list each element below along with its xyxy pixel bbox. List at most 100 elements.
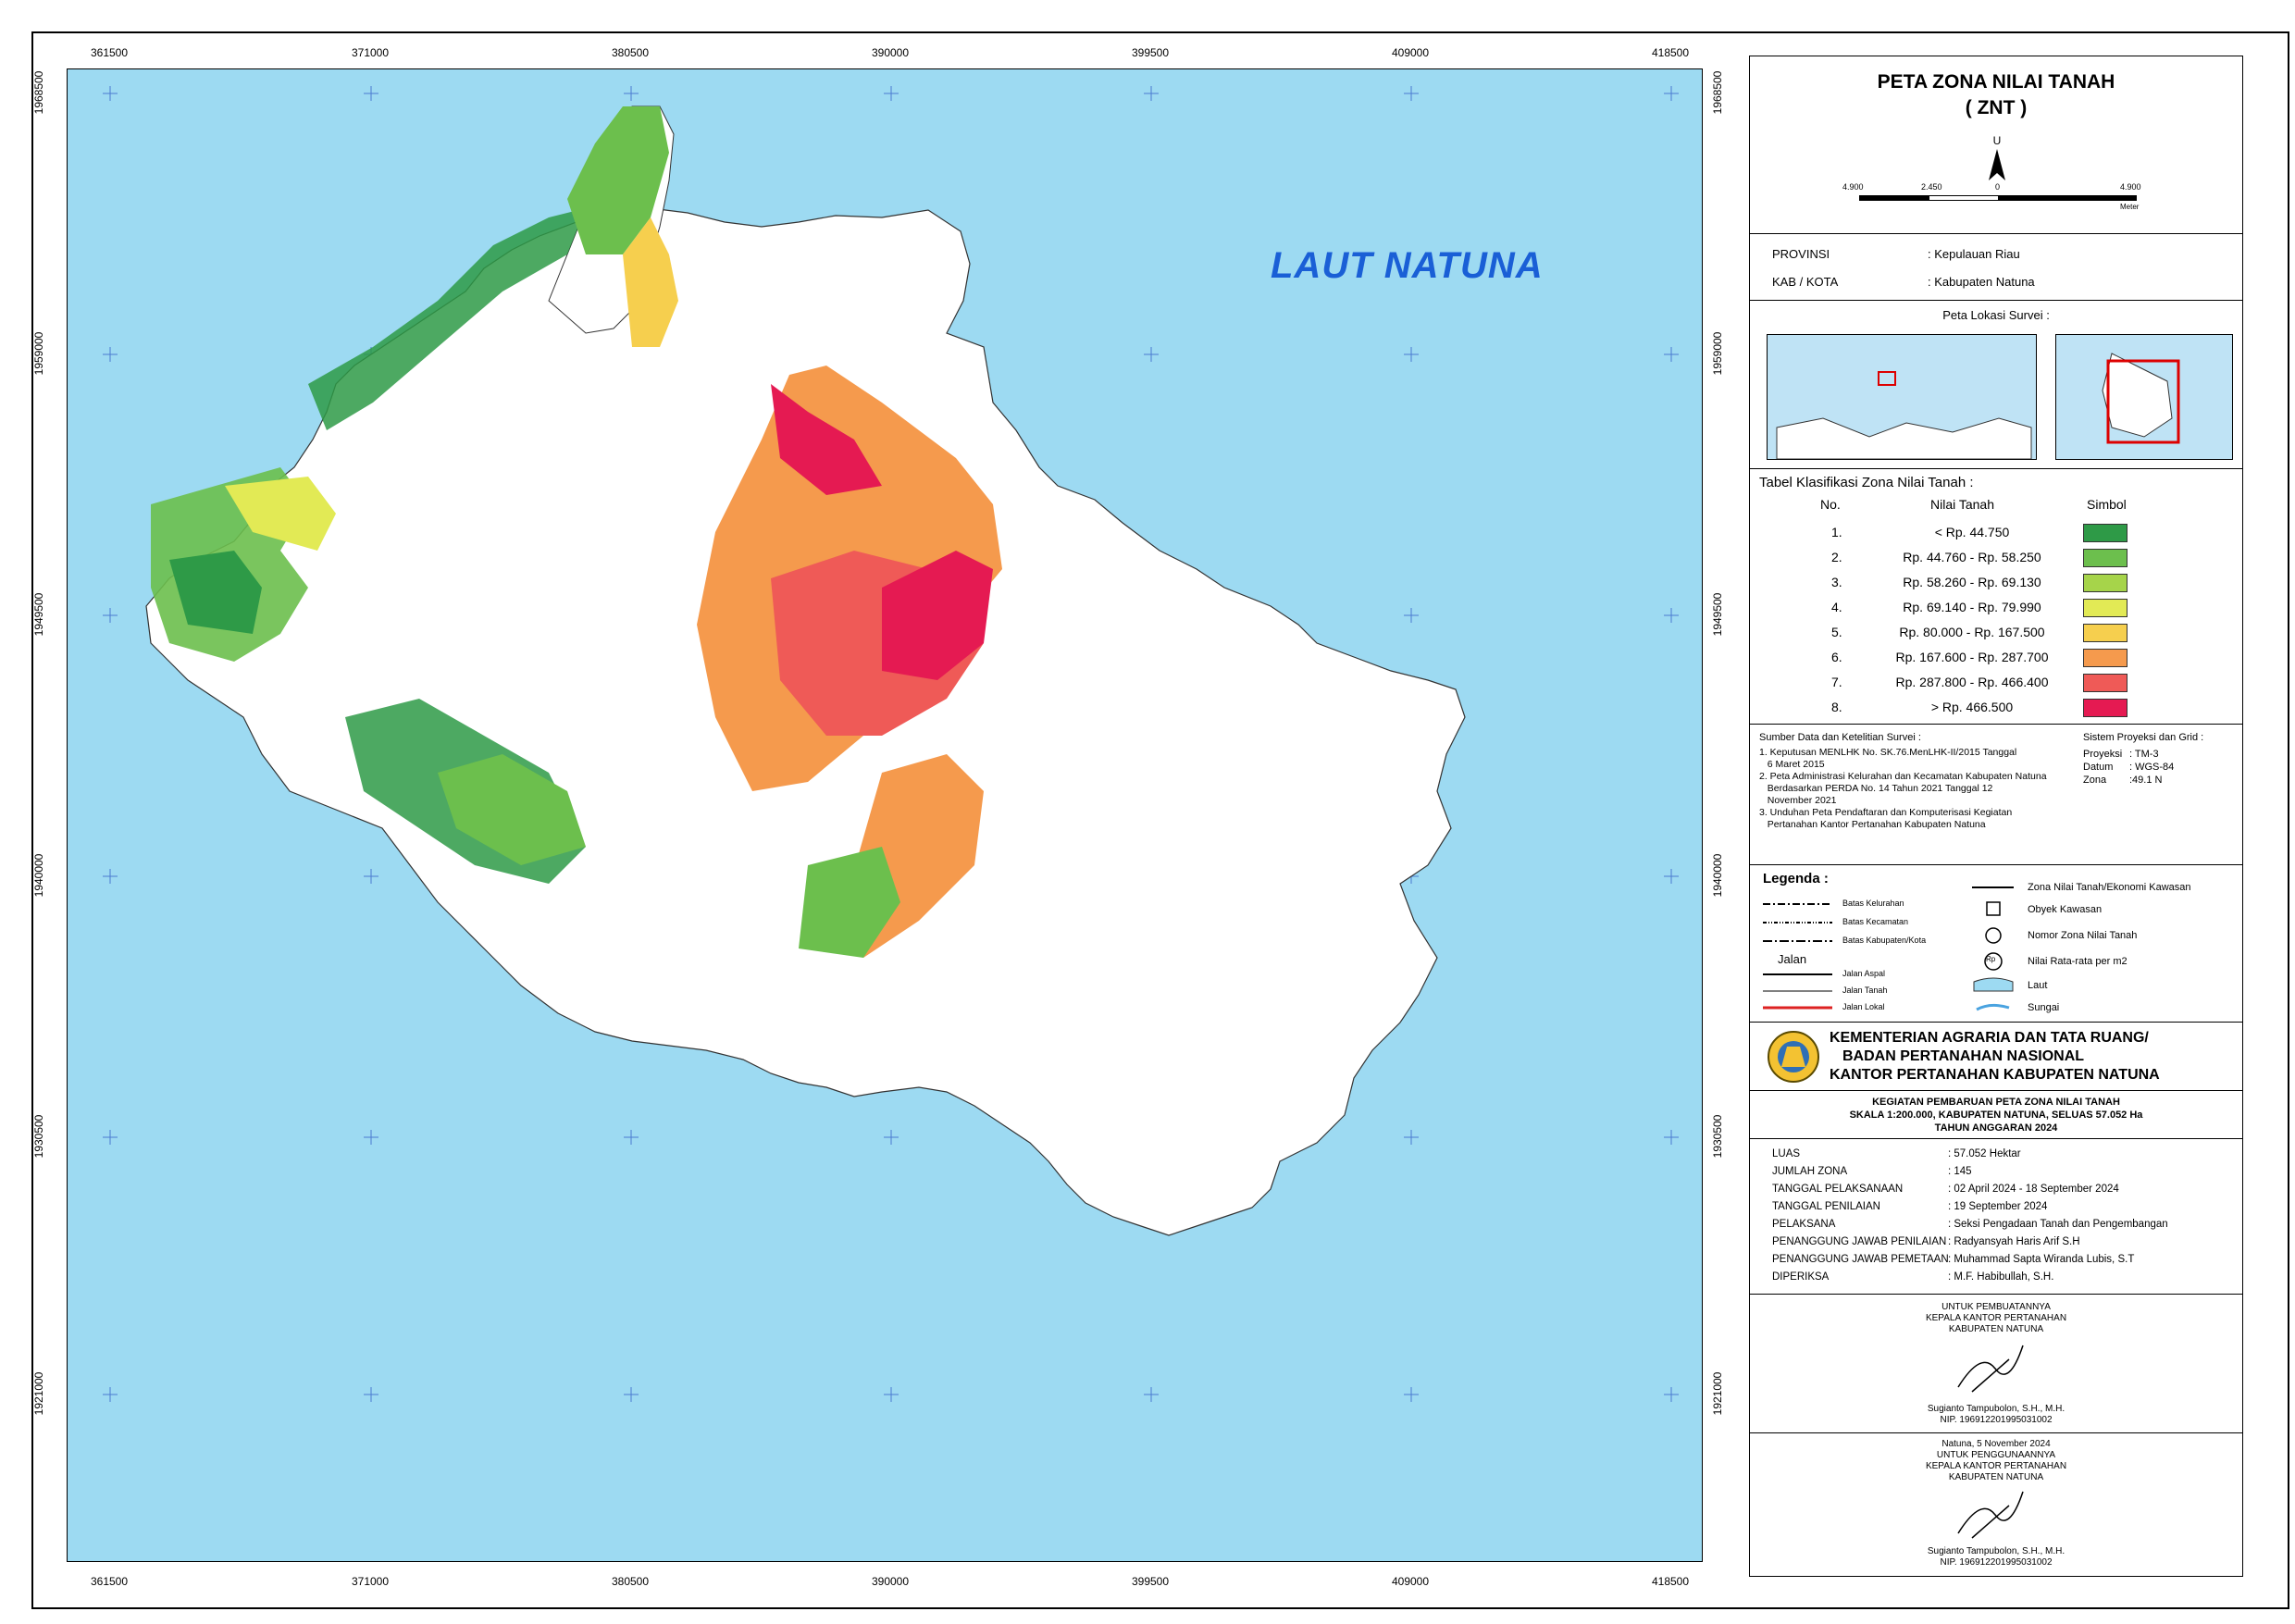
scale-label: 0 bbox=[1995, 182, 2001, 192]
signature-icon bbox=[1957, 1345, 2024, 1393]
class-no: 4. bbox=[1831, 600, 1842, 614]
x-tick-top: 418500 bbox=[1651, 46, 1690, 59]
proj-val: :49.1 N bbox=[2129, 775, 2163, 786]
x-tick-bottom: 418500 bbox=[1651, 1575, 1690, 1588]
scale-label: 4.900 bbox=[1842, 182, 1864, 192]
rp-symbol: Rp bbox=[1986, 955, 1996, 963]
map-title: PETA ZONA NILAI TANAH bbox=[1877, 71, 2115, 93]
location-section: Peta Lokasi Survei : bbox=[1750, 301, 2242, 469]
legend-jalan-lokal: Jalan Lokal bbox=[1842, 1002, 1885, 1011]
zone-green-dark-west bbox=[169, 551, 262, 634]
legend-batas-kel: Batas Kelurahan bbox=[1842, 899, 1904, 908]
grid-crosses bbox=[103, 86, 1679, 1402]
legend-zona: Zona Nilai Tanah/Ekonomi Kawasan bbox=[2028, 882, 2191, 893]
class-swatch bbox=[2083, 624, 2128, 642]
info-key: LUAS bbox=[1772, 1148, 1801, 1159]
scale-label: 2.450 bbox=[1921, 182, 1942, 192]
north-arrow-label: U bbox=[1992, 134, 2002, 147]
class-row: 6. Rp. 167.600 - Rp. 287.700 bbox=[1750, 646, 2242, 670]
y-tick-left: 1959000 bbox=[32, 331, 45, 376]
class-table-section: Tabel Klasifikasi Zona Nilai Tanah : No.… bbox=[1750, 469, 2242, 725]
sign2-nip: NIP. 196912201995031002 bbox=[1940, 1557, 2053, 1568]
zone-green-light-south bbox=[438, 754, 586, 865]
legend-batas-kab: Batas Kabupaten/Kota bbox=[1842, 936, 1927, 945]
col-nilai: Nilai Tanah bbox=[1930, 497, 1995, 512]
agency-line: BADAN PERTANAHAN NASIONAL bbox=[1842, 1048, 2085, 1064]
legend-symbols-icon bbox=[1972, 886, 2014, 1011]
col-simbol: Simbol bbox=[2087, 497, 2127, 512]
sign1-line: KEPALA KANTOR PERTANAHAN bbox=[1925, 1313, 2067, 1323]
y-tick-right: 1930500 bbox=[1711, 1114, 1724, 1159]
kegiatan-section: KEGIATAN PEMBARUAN PETA ZONA NILAI TANAH… bbox=[1750, 1091, 2242, 1139]
info-value: : Radyansyah Haris Arif S.H bbox=[1948, 1236, 2080, 1247]
road-lines-icon bbox=[1763, 973, 1832, 1010]
x-tick-top: 371000 bbox=[351, 46, 390, 59]
sumber-line: Berdasarkan PERDA No. 14 Tahun 2021 Tang… bbox=[1759, 783, 1993, 794]
class-row: 8. > Rp. 466.500 bbox=[1750, 696, 2242, 720]
agency-line: KEMENTERIAN AGRARIA DAN TATA RUANG/ bbox=[1830, 1030, 2149, 1046]
class-row: 2. Rp. 44.760 - Rp. 58.250 bbox=[1750, 546, 2242, 570]
x-tick-top: 399500 bbox=[1131, 46, 1170, 59]
y-tick-left: 1940000 bbox=[32, 853, 45, 898]
sign2-line: Natuna, 5 November 2024 bbox=[1941, 1439, 2051, 1449]
legend-nilai-rata: Nilai Rata-rata per m2 bbox=[2028, 956, 2128, 967]
inset-map-region bbox=[1767, 334, 2037, 460]
scale-unit: Meter bbox=[2120, 203, 2140, 211]
class-value: Rp. 287.800 - Rp. 466.400 bbox=[1895, 675, 2049, 689]
class-no: 3. bbox=[1831, 575, 1842, 589]
y-tick-left: 1949500 bbox=[32, 592, 45, 637]
zone-crimson-north bbox=[771, 384, 882, 495]
x-tick-bottom: 399500 bbox=[1131, 1575, 1170, 1588]
info-key: PELAKSANA bbox=[1772, 1219, 1836, 1230]
class-swatch bbox=[2083, 574, 2128, 592]
class-no: 7. bbox=[1831, 675, 1842, 689]
sign1-nip: NIP. 196912201995031002 bbox=[1940, 1415, 2053, 1425]
sign2-line: KABUPATEN NATUNA bbox=[1948, 1472, 2044, 1482]
x-tick-bottom: 390000 bbox=[871, 1575, 910, 1588]
kab-key: KAB / KOTA bbox=[1772, 275, 1839, 289]
map-canvas[interactable]: LAUT NATUNA bbox=[67, 68, 1703, 1562]
proj-key: Proyeksi bbox=[2083, 749, 2123, 760]
info-key: JUMLAH ZONA bbox=[1772, 1166, 1848, 1177]
sign1-section: UNTUK PEMBUATANNYA KEPALA KANTOR PERTANA… bbox=[1750, 1295, 2242, 1433]
class-swatch bbox=[2083, 699, 2128, 717]
info-key: PENANGGUNG JAWAB PEMETAAN bbox=[1772, 1254, 1949, 1265]
info-value: : 19 September 2024 bbox=[1948, 1201, 2048, 1212]
zone-green-southeast bbox=[799, 847, 900, 958]
y-tick-right: 1940000 bbox=[1711, 853, 1724, 898]
source-section: Sumber Data dan Ketelitian Survei : 1. K… bbox=[1750, 725, 2242, 865]
sign2-section: Natuna, 5 November 2024 UNTUK PENGGUNAAN… bbox=[1750, 1433, 2242, 1578]
y-tick-right: 1968500 bbox=[1711, 70, 1724, 115]
class-row: 7. Rp. 287.800 - Rp. 466.400 bbox=[1750, 671, 2242, 695]
info-key: TANGGAL PENILAIAN bbox=[1772, 1201, 1880, 1212]
admin-section: PROVINSI : Kepulauan Riau KAB / KOTA : K… bbox=[1750, 234, 2242, 301]
legenda-title: Legenda : bbox=[1763, 871, 1829, 886]
title-section: PETA ZONA NILAI TANAH ( ZNT ) U 4.900 2.… bbox=[1750, 56, 2242, 234]
class-row: 4. Rp. 69.140 - Rp. 79.990 bbox=[1750, 596, 2242, 620]
class-value: Rp. 69.140 - Rp. 79.990 bbox=[1903, 600, 2041, 614]
proj-key: Datum bbox=[2083, 762, 2114, 773]
sign1-line: KABUPATEN NATUNA bbox=[1948, 1324, 2044, 1334]
x-tick-top: 361500 bbox=[90, 46, 129, 59]
class-row: 1. < Rp. 44.750 bbox=[1750, 521, 2242, 545]
proj-key: Zona bbox=[2083, 775, 2107, 786]
scale-label: 4.900 bbox=[2120, 182, 2141, 192]
zone-yellow-west bbox=[225, 477, 336, 551]
legend-jalan-aspal: Jalan Aspal bbox=[1842, 969, 1886, 978]
sign2-line: KEPALA KANTOR PERTANAHAN bbox=[1925, 1461, 2067, 1471]
sumber-line: 1. Keputusan MENLHK No. SK.76.MenLHK-II/… bbox=[1759, 747, 2017, 758]
table-title: Tabel Klasifikasi Zona Nilai Tanah : bbox=[1759, 475, 1974, 490]
map-subtitle: ( ZNT ) bbox=[1965, 97, 2028, 118]
class-value: Rp. 80.000 - Rp. 167.500 bbox=[1899, 625, 2045, 639]
info-section: LUAS: 57.052 Hektar JUMLAH ZONA: 145 TANGG… bbox=[1750, 1139, 2242, 1295]
signature-icon bbox=[1957, 1491, 2024, 1539]
inset-map-island bbox=[2055, 334, 2233, 460]
zone-green-north-coast bbox=[308, 208, 586, 430]
kab-value: : Kabupaten Natuna bbox=[1928, 275, 2035, 289]
proj-title: Sistem Proyeksi dan Grid : bbox=[2083, 732, 2204, 743]
provinsi-key: PROVINSI bbox=[1772, 247, 1830, 261]
sumber-list: 1. Keputusan MENLHK No. SK.76.MenLHK-II/… bbox=[1759, 747, 2055, 831]
class-swatch bbox=[2083, 649, 2128, 667]
sign1-line: UNTUK PEMBUATANNYA bbox=[1941, 1302, 2051, 1312]
zone-yellow-peninsula bbox=[623, 217, 678, 347]
